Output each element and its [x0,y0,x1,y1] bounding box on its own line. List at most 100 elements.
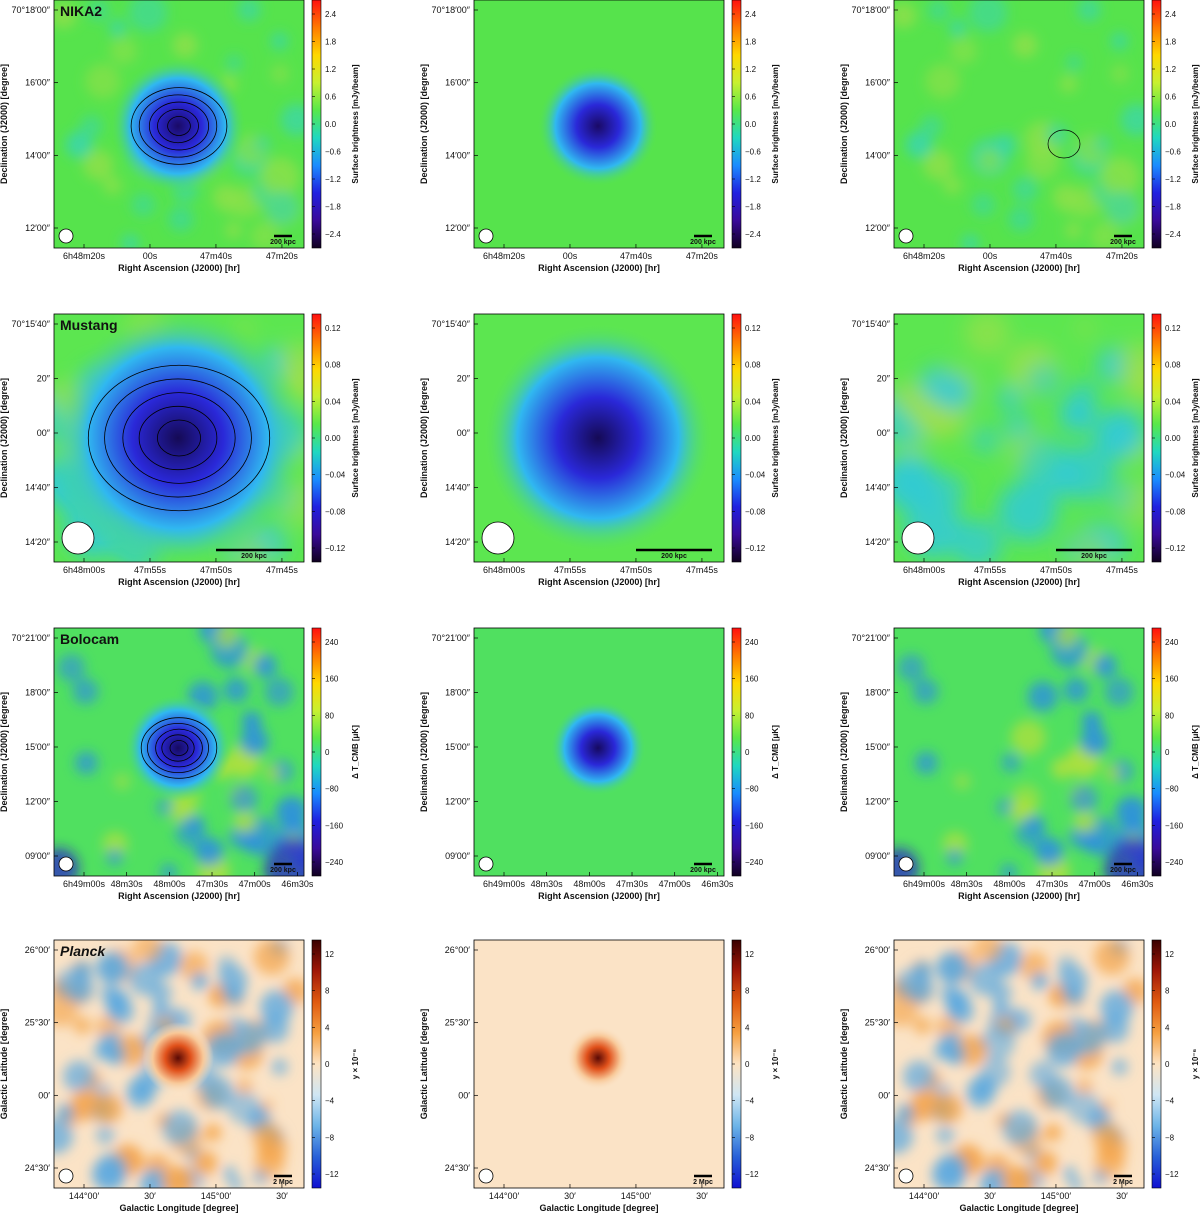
y-axis-label: Declination (J2000) [degree] [419,378,429,498]
noise-blob [55,968,90,1003]
contour-line [130,87,228,165]
colorbar-label: Surface brightness [mJy/beam] [1191,64,1200,183]
panel-frame [53,939,305,1189]
panel-planck-model: 2 Mpc 144°00′ 30′ 145°00′ 30′ Galactic Longit… [419,939,780,1213]
y-tick-label: 24°30′ [445,1163,471,1173]
colorbar-tick-label: −240 [325,858,344,867]
x-tick-label: 30′ [276,1191,288,1201]
x-tick-label: 47m20s [266,251,299,261]
noise-blob [919,115,943,138]
noise-blob [1012,176,1039,203]
colorbar-tick-label: −1.2 [745,175,761,184]
y-axis-label: Declination (J2000) [degree] [839,378,849,498]
y-tick-label: 00″ [37,428,51,438]
noise-blob [927,0,950,22]
colorbar-tick-label: 160 [325,675,339,684]
noise-blob [1065,221,1082,239]
noise-blob [54,2,77,29]
noise-blob [894,994,918,1027]
colorbar-tick-label: 8 [1165,987,1170,996]
noise-blob [968,0,1008,33]
y-axis-label: Declination (J2000) [degree] [839,692,849,812]
x-tick-label: 6h48m20s [63,251,106,261]
noise-blob [240,727,269,756]
noise-blob [973,940,1003,963]
scale-bar-label: 200 kpc [1081,553,1107,560]
x-axis-label: Right Ascension (J2000) [hr] [538,263,660,273]
contour-line [138,405,218,471]
noise-blob [1099,990,1134,1024]
noise-blob [204,1124,222,1141]
colorbar-tick-label: 240 [1165,638,1179,647]
cluster-signal [482,322,714,554]
panel-frame [53,627,305,877]
colorbar-tick-label: −4 [325,1097,335,1106]
contour-line [157,108,199,144]
noise-blob [1007,206,1034,233]
y-tick-label: 70°15′40″ [11,319,50,329]
noise-blob [1018,437,1073,492]
noise-blob [897,1103,916,1122]
scale-bar-label: 2 Mpc [693,1179,713,1186]
panel-title: Bolocam [60,631,119,647]
noise-blob [270,64,290,84]
noise-blob [206,1031,242,1067]
y-tick-label: 14′40″ [25,483,51,493]
noise-blob [1096,1131,1128,1163]
colorbar-tick-label: 0.08 [1165,361,1181,370]
noise-blob [1041,1076,1074,1110]
y-tick-label: 24°30′ [865,1163,891,1173]
map-image [54,0,304,248]
x-axis-label: Right Ascension (J2000) [hr] [958,577,1080,587]
colorbar-tick-label: −0.12 [745,544,766,553]
noise-blob [925,63,961,99]
x-tick-label: 145°00′ [201,1191,232,1201]
noise-blob [945,1043,967,1065]
colorbar-tick-label: 0.12 [325,324,341,333]
noise-blob [936,951,969,985]
colorbar-tick-label: −0.08 [325,507,346,516]
x-tick-label: 30′ [984,1191,996,1201]
y-axis-label: Declination (J2000) [degree] [419,64,429,184]
x-tick-label: 00s [143,251,158,261]
noise-blob [92,1093,123,1124]
colorbar-tick-label: 1.2 [1165,65,1177,74]
noise-blob [943,175,962,195]
colorbar-tick-label: 0 [1165,1060,1170,1069]
y-tick-label: 70°15′40″ [851,319,890,329]
y-tick-label: 12′00″ [25,223,51,233]
noise-blob [72,678,99,705]
y-tick-label: 70°21′00″ [431,633,470,643]
noise-blob [1046,1031,1082,1067]
noise-blob [1055,185,1084,215]
y-tick-label: 14′20″ [865,537,891,547]
noise-blob [233,810,257,834]
noise-blob [1080,727,1109,756]
y-axis-label: Declination (J2000) [degree] [0,378,9,498]
x-tick-label: 145°00′ [621,1191,652,1201]
contour-line [87,364,271,512]
x-tick-label: 47m00s [659,879,692,889]
x-axis-label: Right Ascension (J2000) [hr] [538,891,660,901]
cluster-signal [142,1022,214,1094]
colorbar-tick-label: 0 [745,1060,750,1069]
noise-blob [201,1076,234,1110]
noise-blob [1104,677,1134,707]
noise-blob [913,1016,932,1035]
noise-blob [1110,32,1129,51]
noise-blob [1045,123,1069,147]
noise-blob [1069,1178,1083,1188]
noise-blob [964,314,1010,356]
panel-frame [53,313,305,563]
beam-marker [898,228,914,244]
noise-blob [65,131,93,159]
panel-frame [473,939,725,1189]
x-tick-label: 144°00′ [909,1191,940,1201]
noise-blob [107,988,129,1011]
noise-blob [256,1131,288,1163]
colorbar-tick-label: −0.6 [325,148,341,157]
x-tick-label: 46m30s [1121,879,1154,889]
noise-blob [1120,480,1144,528]
noise-blob [932,1093,963,1124]
y-tick-label: 14′00″ [445,150,471,160]
